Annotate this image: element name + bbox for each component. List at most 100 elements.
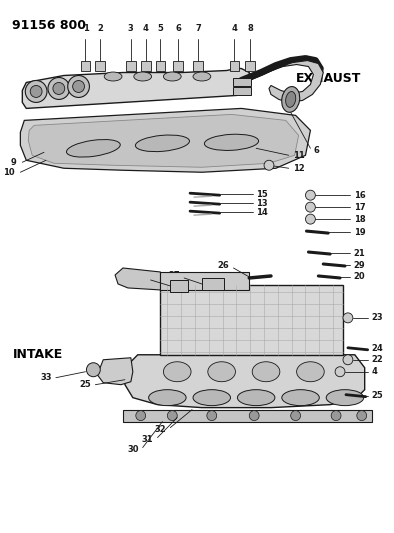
Polygon shape bbox=[20, 108, 310, 172]
Circle shape bbox=[30, 85, 42, 98]
Circle shape bbox=[25, 80, 47, 102]
Bar bbox=[234, 87, 251, 95]
Bar bbox=[193, 61, 203, 70]
Text: 15: 15 bbox=[256, 190, 268, 199]
Ellipse shape bbox=[282, 86, 300, 112]
Text: 27: 27 bbox=[169, 271, 180, 280]
Circle shape bbox=[264, 160, 274, 170]
Text: 9: 9 bbox=[11, 158, 17, 167]
Circle shape bbox=[305, 214, 315, 224]
Bar bbox=[126, 61, 136, 70]
Text: 20: 20 bbox=[354, 272, 366, 281]
Text: 2: 2 bbox=[97, 23, 103, 33]
Circle shape bbox=[207, 410, 217, 421]
Text: 31: 31 bbox=[142, 435, 154, 444]
Polygon shape bbox=[28, 115, 299, 167]
Circle shape bbox=[136, 410, 146, 421]
Circle shape bbox=[331, 410, 341, 421]
Circle shape bbox=[305, 202, 315, 212]
Text: 21: 21 bbox=[354, 248, 366, 257]
Ellipse shape bbox=[193, 390, 230, 406]
Text: 13: 13 bbox=[256, 199, 268, 208]
Bar bbox=[173, 61, 183, 70]
Polygon shape bbox=[243, 61, 323, 102]
Ellipse shape bbox=[136, 135, 190, 151]
Text: 4: 4 bbox=[143, 23, 149, 33]
Text: EXHAUST: EXHAUST bbox=[296, 72, 361, 85]
Ellipse shape bbox=[238, 390, 275, 406]
Text: 33: 33 bbox=[41, 373, 52, 382]
Ellipse shape bbox=[204, 134, 258, 150]
Text: 19: 19 bbox=[354, 228, 366, 237]
Text: 10: 10 bbox=[3, 168, 15, 177]
Ellipse shape bbox=[104, 72, 122, 81]
Text: 18: 18 bbox=[354, 215, 366, 224]
Text: 4: 4 bbox=[372, 367, 377, 376]
Circle shape bbox=[305, 190, 315, 200]
Ellipse shape bbox=[164, 72, 181, 81]
Polygon shape bbox=[115, 268, 160, 290]
Circle shape bbox=[167, 410, 177, 421]
Text: 22: 22 bbox=[372, 356, 383, 364]
Ellipse shape bbox=[326, 390, 364, 406]
Text: 5: 5 bbox=[158, 23, 164, 33]
Ellipse shape bbox=[282, 390, 319, 406]
Polygon shape bbox=[22, 69, 249, 108]
Bar bbox=[202, 278, 224, 290]
Circle shape bbox=[343, 355, 353, 365]
Circle shape bbox=[343, 313, 353, 323]
Text: 11: 11 bbox=[293, 151, 305, 160]
Bar bbox=[245, 61, 255, 70]
Ellipse shape bbox=[67, 140, 120, 157]
Text: 6: 6 bbox=[313, 146, 319, 155]
Text: 4: 4 bbox=[232, 23, 238, 33]
Circle shape bbox=[249, 410, 259, 421]
Text: 3: 3 bbox=[128, 23, 134, 33]
Text: 29: 29 bbox=[354, 261, 366, 270]
Text: 8: 8 bbox=[247, 23, 253, 33]
Text: 1: 1 bbox=[82, 23, 88, 33]
Text: 32: 32 bbox=[155, 425, 166, 434]
Circle shape bbox=[68, 76, 89, 98]
Text: 16: 16 bbox=[354, 191, 366, 200]
Text: 7: 7 bbox=[195, 23, 201, 33]
Text: INTAKE: INTAKE bbox=[13, 348, 63, 361]
Ellipse shape bbox=[164, 362, 191, 382]
Polygon shape bbox=[125, 355, 365, 408]
Bar bbox=[234, 78, 251, 86]
Ellipse shape bbox=[208, 362, 236, 382]
Text: 91156 800: 91156 800 bbox=[13, 19, 86, 31]
Ellipse shape bbox=[149, 390, 186, 406]
Polygon shape bbox=[97, 358, 133, 385]
Circle shape bbox=[72, 80, 84, 92]
Text: 28: 28 bbox=[135, 273, 147, 282]
Bar bbox=[141, 61, 151, 70]
Bar bbox=[160, 285, 343, 355]
Circle shape bbox=[53, 83, 65, 94]
Text: 24: 24 bbox=[372, 344, 383, 353]
Ellipse shape bbox=[193, 72, 211, 81]
Circle shape bbox=[335, 367, 345, 377]
Text: 17: 17 bbox=[354, 203, 366, 212]
Ellipse shape bbox=[252, 362, 280, 382]
Ellipse shape bbox=[286, 92, 296, 107]
Bar bbox=[230, 61, 240, 70]
Circle shape bbox=[357, 410, 367, 421]
Ellipse shape bbox=[297, 362, 324, 382]
Circle shape bbox=[291, 410, 301, 421]
Circle shape bbox=[48, 77, 70, 100]
Text: 25: 25 bbox=[80, 380, 91, 389]
Text: 30: 30 bbox=[127, 445, 139, 454]
Text: 25: 25 bbox=[372, 391, 383, 400]
Text: 23: 23 bbox=[372, 313, 383, 322]
Bar bbox=[123, 410, 372, 422]
Bar bbox=[156, 61, 165, 70]
Bar bbox=[160, 272, 249, 290]
Circle shape bbox=[86, 363, 100, 377]
Text: 26: 26 bbox=[218, 261, 230, 270]
Bar bbox=[95, 61, 105, 70]
Ellipse shape bbox=[134, 72, 152, 81]
Text: 14: 14 bbox=[256, 208, 268, 216]
Text: 6: 6 bbox=[175, 23, 181, 33]
Bar bbox=[80, 61, 90, 70]
